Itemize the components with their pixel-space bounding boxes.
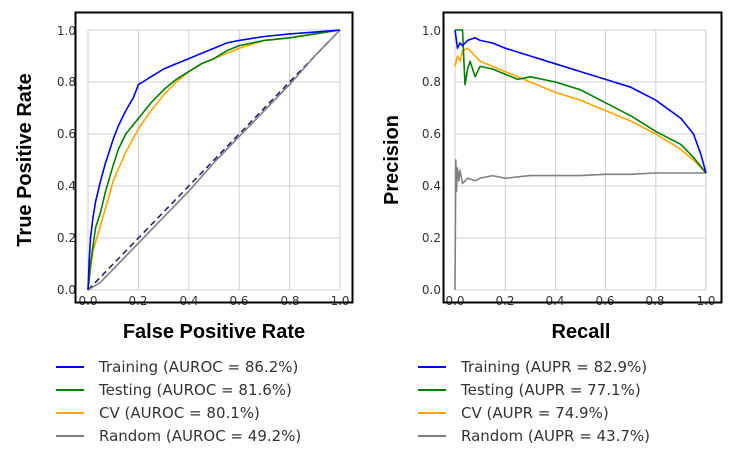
roc-xtick-label: 0.2 (128, 294, 147, 308)
legend-label: Training (AUROC = 86.2%) (99, 358, 299, 376)
legend-swatch (56, 366, 84, 368)
roc-ytick-label: 0.6 (57, 127, 76, 141)
pr-legend: Training (AUPR = 82.9%) Testing (AUPR = … (418, 356, 708, 448)
legend-swatch (418, 435, 446, 437)
pr-ytick-label: 1.0 (422, 24, 441, 38)
legend-label: CV (AUPR = 74.9%) (461, 404, 609, 422)
legend-label: CV (AUROC = 80.1%) (99, 404, 260, 422)
pr-plot-frame (442, 11, 723, 304)
roc-xtick-label: 0.4 (179, 294, 198, 308)
roc-x-axis-label: False Positive Rate (123, 321, 305, 343)
pr-xtick-label: 0.2 (495, 294, 514, 308)
legend-label: Testing (AUPR = 77.1%) (461, 381, 641, 399)
roc-ytick-label: 0.8 (57, 75, 76, 89)
roc-series-random-line (87, 29, 341, 291)
pr-ticks: 0.0 0.2 0.4 0.6 0.8 1.0 0.0 0.2 0.4 0.6 … (422, 24, 716, 308)
pr-series-testing-line (455, 29, 707, 174)
roc-xtick-label: 1.0 (330, 294, 349, 308)
pr-xtick-label: 0.0 (445, 294, 464, 308)
roc-ytick-label: 0.2 (57, 231, 76, 245)
legend-label: Testing (AUROC = 81.6%) (99, 381, 292, 399)
pr-chart: 0.0 0.2 0.4 0.6 0.8 1.0 0.0 0.2 0.4 0.6 … (381, 11, 723, 343)
legend-swatch (418, 412, 446, 414)
pr-ytick-label: 0.4 (422, 179, 441, 193)
pr-ytick-label: 0.0 (422, 283, 441, 297)
pr-xtick-label: 1.0 (696, 294, 715, 308)
pr-ytick-label: 0.8 (422, 75, 441, 89)
roc-plot-frame (74, 11, 354, 304)
roc-chart: 0.0 0.2 0.4 0.6 0.8 1.0 0.0 0.2 0.4 0.6 … (14, 11, 354, 343)
pr-series-random-line (454, 159, 706, 291)
pr-series-training-line (454, 29, 707, 174)
roc-series-testing-line (87, 29, 341, 291)
roc-ytick-label: 0.4 (57, 179, 76, 193)
roc-series-group (87, 29, 341, 291)
pr-grid (454, 29, 707, 291)
legend-label: Random (AUROC = 49.2%) (99, 427, 302, 445)
roc-series-training-line (87, 29, 341, 291)
roc-legend: Training (AUROC = 86.2%) Testing (AUROC … (56, 356, 346, 448)
pr-y-axis-label: Precision (381, 115, 403, 205)
legend-swatch (418, 366, 446, 368)
roc-ytick-label: 1.0 (57, 24, 76, 38)
pr-xtick-label: 0.8 (645, 294, 664, 308)
roc-grid (87, 29, 341, 291)
roc-ytick-label: 0.0 (57, 283, 76, 297)
legend-swatch (56, 412, 84, 414)
roc-xtick-label: 0.6 (229, 294, 248, 308)
pr-ytick-label: 0.6 (422, 127, 441, 141)
roc-xtick-label: 0.8 (280, 294, 299, 308)
pr-xtick-label: 0.6 (595, 294, 614, 308)
pr-series-group (454, 29, 707, 291)
legend-swatch (56, 435, 84, 437)
roc-y-axis-label: True Positive Rate (14, 73, 36, 246)
pr-series-cv-line (454, 47, 707, 174)
legend-swatch (418, 389, 446, 391)
roc-reference-diagonal (87, 29, 341, 291)
pr-x-axis-label: Recall (552, 321, 611, 343)
pr-xtick-label: 0.4 (545, 294, 564, 308)
roc-xtick-label: 0.0 (78, 294, 97, 308)
roc-ticks: 0.0 0.2 0.4 0.6 0.8 1.0 0.0 0.2 0.4 0.6 … (57, 24, 350, 308)
legend-swatch (56, 389, 84, 391)
legend-label: Random (AUPR = 43.7%) (461, 427, 651, 445)
pr-ytick-label: 0.2 (422, 231, 441, 245)
legend-label: Training (AUPR = 82.9%) (461, 358, 648, 376)
